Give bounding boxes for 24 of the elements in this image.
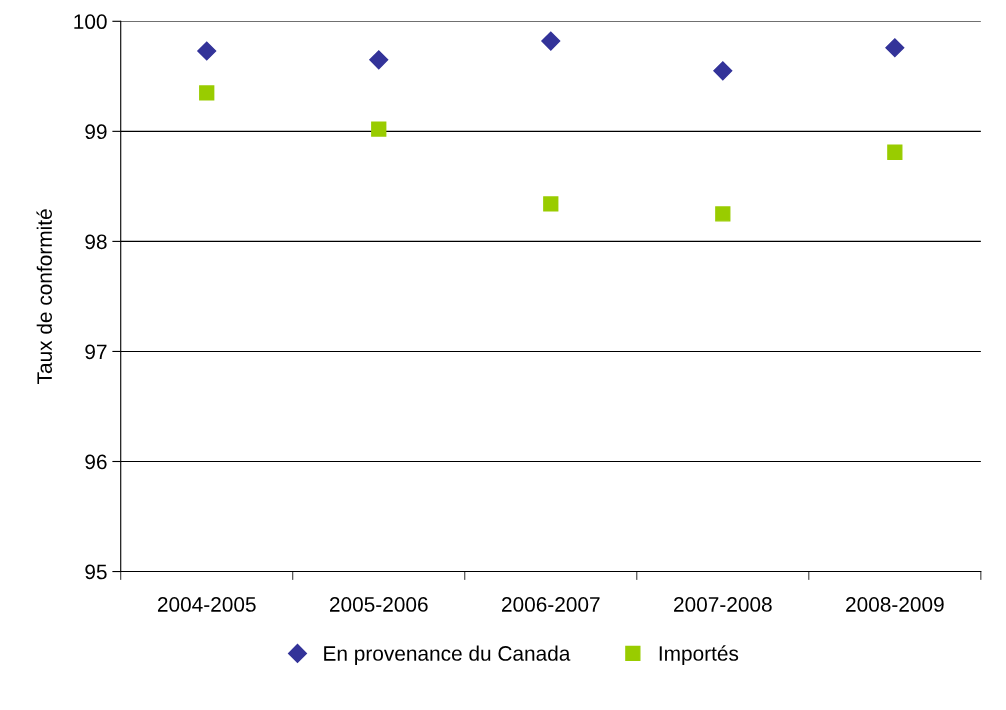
point — [885, 38, 905, 58]
y-axis-title: Taux de conformité — [36, 209, 52, 384]
point — [369, 50, 389, 70]
y-tick-label: 95 — [85, 564, 107, 580]
point — [887, 144, 903, 160]
point — [713, 61, 733, 81]
x-tick-label: 2008-2009 — [846, 597, 944, 612]
point — [197, 41, 217, 61]
point — [541, 31, 561, 51]
legend-label: En provenance du Canada — [324, 645, 571, 665]
legend-label: Importés — [659, 645, 739, 665]
point — [199, 85, 215, 101]
point — [371, 121, 387, 137]
y-tick-label: 100 — [74, 14, 107, 30]
y-tick-label: 98 — [85, 234, 107, 250]
y-tick-label: 97 — [85, 344, 107, 360]
point — [715, 206, 731, 222]
x-tick-label: 2004-2005 — [157, 597, 256, 612]
y-tick-label: 99 — [85, 124, 107, 140]
point — [543, 196, 559, 212]
x-tick-label: 2007-2008 — [674, 597, 772, 612]
x-tick-label: 2006-2007 — [502, 597, 600, 612]
y-tick-label: 96 — [85, 454, 107, 470]
x-tick-label: 2005-2006 — [330, 597, 428, 612]
